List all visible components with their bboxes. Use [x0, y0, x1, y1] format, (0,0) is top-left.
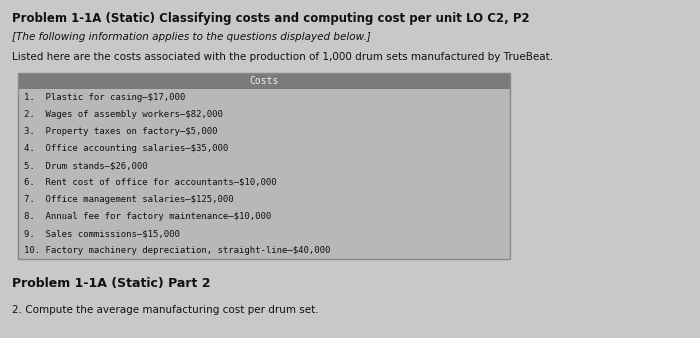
Text: 10. Factory machinery depreciation, straight-line–$40,000: 10. Factory machinery depreciation, stra…: [24, 246, 330, 255]
Bar: [18, 191, 510, 208]
Bar: [18, 73, 510, 259]
Text: Listed here are the costs associated with the production of 1,000 drum sets manu: Listed here are the costs associated wit…: [12, 52, 553, 62]
Text: 4.  Office accounting salaries–$35,000: 4. Office accounting salaries–$35,000: [24, 144, 228, 153]
Bar: [18, 89, 510, 106]
Bar: [18, 123, 510, 140]
Bar: [18, 242, 510, 259]
Text: [The following information applies to the questions displayed below.]: [The following information applies to th…: [12, 32, 371, 42]
Bar: [18, 106, 510, 123]
Text: Problem 1-1A (Static) Part 2: Problem 1-1A (Static) Part 2: [12, 277, 211, 290]
Text: 9.  Sales commissions–$15,000: 9. Sales commissions–$15,000: [24, 229, 180, 238]
Bar: [18, 140, 510, 157]
Text: 1.  Plastic for casing–$17,000: 1. Plastic for casing–$17,000: [24, 93, 186, 102]
Bar: [18, 208, 510, 225]
Text: 2. Compute the average manufacturing cost per drum set.: 2. Compute the average manufacturing cos…: [12, 305, 318, 315]
Text: 8.  Annual fee for factory maintenance–$10,000: 8. Annual fee for factory maintenance–$1…: [24, 212, 272, 221]
Bar: [18, 225, 510, 242]
Text: 6.  Rent cost of office for accountants–$10,000: 6. Rent cost of office for accountants–$…: [24, 178, 276, 187]
Text: Costs: Costs: [249, 76, 279, 86]
Text: 7.  Office management salaries–$125,000: 7. Office management salaries–$125,000: [24, 195, 234, 204]
Bar: [18, 73, 510, 89]
Text: 3.  Property taxes on factory–$5,000: 3. Property taxes on factory–$5,000: [24, 127, 218, 136]
Text: 5.  Drum stands–$26,000: 5. Drum stands–$26,000: [24, 161, 148, 170]
Bar: [18, 157, 510, 174]
Bar: [18, 174, 510, 191]
Text: Problem 1-1A (Static) Classifying costs and computing cost per unit LO C2, P2: Problem 1-1A (Static) Classifying costs …: [12, 12, 530, 25]
Text: 2.  Wages of assembly workers–$82,000: 2. Wages of assembly workers–$82,000: [24, 110, 223, 119]
